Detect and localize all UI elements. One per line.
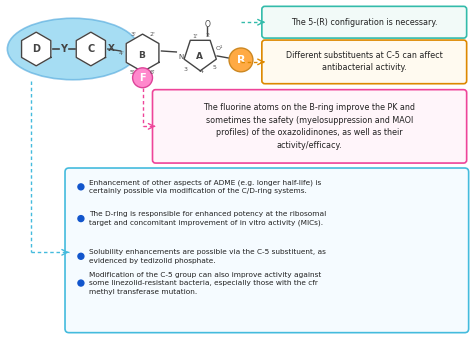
Text: D: D xyxy=(32,44,40,54)
Text: N: N xyxy=(179,54,184,60)
Text: Enhancement of other aspects of ADME (e.g. longer half-life) is
certainly possib: Enhancement of other aspects of ADME (e.… xyxy=(89,179,321,194)
Text: Solubility enhancements are possible via the C-5 substituent, as
evidenced by te: Solubility enhancements are possible via… xyxy=(89,249,326,263)
Text: 2': 2' xyxy=(150,32,155,37)
Text: 5: 5 xyxy=(212,65,216,70)
Polygon shape xyxy=(126,34,159,72)
Text: 5': 5' xyxy=(130,70,136,75)
Circle shape xyxy=(78,184,84,190)
Text: 4: 4 xyxy=(199,69,203,74)
Circle shape xyxy=(78,253,84,259)
Text: B: B xyxy=(138,52,145,60)
Circle shape xyxy=(229,48,253,72)
Text: Different substituents at C-5 can affect
antibacterial activity.: Different substituents at C-5 can affect… xyxy=(286,52,443,72)
Ellipse shape xyxy=(8,18,138,80)
Polygon shape xyxy=(184,40,216,71)
Text: 1': 1' xyxy=(192,34,198,39)
Text: 3': 3' xyxy=(131,32,137,37)
Text: Y: Y xyxy=(61,44,67,54)
Circle shape xyxy=(133,68,153,88)
Text: Modification of the C-5 group can also improve activity against
some linezolid-r: Modification of the C-5 group can also i… xyxy=(89,272,321,295)
Text: The D-ring is responsible for enhanced potency at the ribosomal
target and conco: The D-ring is responsible for enhanced p… xyxy=(89,211,326,226)
Polygon shape xyxy=(21,32,51,66)
FancyBboxPatch shape xyxy=(262,6,466,38)
Text: A: A xyxy=(196,53,203,61)
Text: R: R xyxy=(237,55,245,65)
Text: O¹: O¹ xyxy=(215,46,223,52)
Text: 3: 3 xyxy=(183,67,187,72)
Text: 6': 6' xyxy=(150,70,155,75)
Text: C: C xyxy=(87,44,94,54)
Text: X: X xyxy=(108,43,115,53)
Text: The 5-(R) configuration is necessary.: The 5-(R) configuration is necessary. xyxy=(291,18,438,27)
Text: 4': 4' xyxy=(119,52,125,57)
Circle shape xyxy=(78,216,84,222)
FancyBboxPatch shape xyxy=(65,168,469,333)
Text: F: F xyxy=(139,73,146,83)
Circle shape xyxy=(78,280,84,286)
Text: 2: 2 xyxy=(205,33,209,38)
Text: The fluorine atoms on the B-ring improve the PK and
sometimes the safety (myelos: The fluorine atoms on the B-ring improve… xyxy=(203,103,416,149)
Polygon shape xyxy=(76,32,106,66)
Text: O: O xyxy=(204,20,210,29)
FancyBboxPatch shape xyxy=(153,89,466,163)
FancyBboxPatch shape xyxy=(262,40,466,84)
